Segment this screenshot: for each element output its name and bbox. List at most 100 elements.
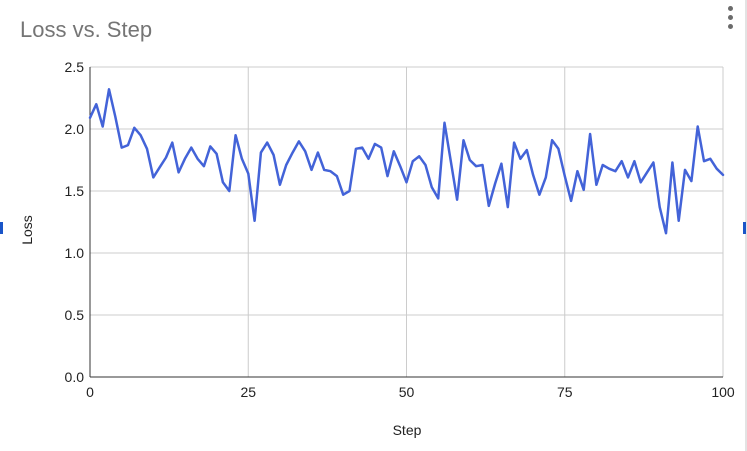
menu-dot <box>728 15 733 20</box>
data-point <box>602 164 604 166</box>
data-point <box>614 170 616 172</box>
more-options-icon[interactable] <box>722 2 740 34</box>
data-point <box>545 176 547 178</box>
y-tick-label: 1.0 <box>65 245 85 261</box>
data-point <box>677 220 679 222</box>
data-point <box>640 181 642 183</box>
data-point <box>519 158 521 160</box>
data-point <box>279 184 281 186</box>
data-point <box>469 159 471 161</box>
panel-divider <box>745 0 747 451</box>
data-point <box>348 190 350 192</box>
data-point <box>494 182 496 184</box>
data-point <box>260 151 262 153</box>
data-point <box>684 169 686 171</box>
data-point <box>621 160 623 162</box>
data-point <box>659 206 661 208</box>
data-point <box>380 146 382 148</box>
data-point <box>589 133 591 135</box>
data-point <box>304 150 306 152</box>
data-point <box>595 184 597 186</box>
menu-dot <box>728 24 733 29</box>
loss-series-line <box>88 88 725 235</box>
data-point <box>405 181 407 183</box>
y-axis-label: Loss <box>19 215 35 245</box>
x-tick-label: 25 <box>240 384 256 400</box>
data-point <box>209 145 211 147</box>
data-point <box>177 171 179 173</box>
data-point <box>633 160 635 162</box>
data-point <box>488 205 490 207</box>
data-point <box>665 232 667 234</box>
data-point <box>412 160 414 162</box>
data-point <box>576 170 578 172</box>
data-point <box>336 175 338 177</box>
data-point <box>355 148 357 150</box>
data-point <box>266 141 268 143</box>
menu-dot <box>728 6 733 11</box>
y-tick-label: 1.5 <box>65 183 85 199</box>
y-tick-label: 2.5 <box>65 59 85 75</box>
data-point <box>310 169 312 171</box>
x-tick-label: 75 <box>557 384 573 400</box>
data-point <box>253 220 255 222</box>
data-point <box>690 180 692 182</box>
data-point <box>317 151 319 153</box>
data-point <box>475 165 477 167</box>
data-point <box>133 127 135 129</box>
data-point <box>393 150 395 152</box>
data-point <box>158 166 160 168</box>
data-point <box>532 174 534 176</box>
data-point <box>557 148 559 150</box>
data-point <box>500 163 502 165</box>
left-resize-handle[interactable] <box>0 222 3 234</box>
x-tick-label: 50 <box>399 384 415 400</box>
data-point <box>196 158 198 160</box>
data-point <box>215 153 217 155</box>
data-point <box>139 134 141 136</box>
data-point <box>564 175 566 177</box>
data-point <box>342 194 344 196</box>
data-point <box>437 197 439 199</box>
data-point <box>608 167 610 169</box>
right-resize-handle[interactable] <box>743 222 746 234</box>
data-point <box>513 141 515 143</box>
data-point <box>424 164 426 166</box>
data-point <box>450 160 452 162</box>
data-point <box>462 139 464 141</box>
data-point <box>418 155 420 157</box>
data-point <box>114 115 116 117</box>
data-point <box>323 169 325 171</box>
data-point <box>709 158 711 160</box>
y-tick-label: 0.0 <box>65 369 85 385</box>
data-point <box>361 146 363 148</box>
data-point <box>241 158 243 160</box>
data-point <box>646 171 648 173</box>
data-point <box>146 148 148 150</box>
data-point <box>272 154 274 156</box>
data-point <box>507 206 509 208</box>
data-point <box>127 144 129 146</box>
data-point <box>399 165 401 167</box>
data-point <box>696 125 698 127</box>
chart-title: Loss vs. Step <box>20 17 153 42</box>
data-point <box>101 125 103 127</box>
data-point <box>443 122 445 124</box>
data-point <box>108 88 110 90</box>
data-point <box>570 200 572 202</box>
y-tick-label: 0.5 <box>65 307 85 323</box>
data-point <box>228 190 230 192</box>
data-point <box>152 176 154 178</box>
data-point <box>374 143 376 145</box>
data-point <box>703 160 705 162</box>
data-point <box>89 117 91 119</box>
data-point <box>671 161 673 163</box>
data-point <box>285 164 287 166</box>
data-point <box>538 194 540 196</box>
data-point <box>171 141 173 143</box>
data-point <box>583 189 585 191</box>
data-point <box>120 146 122 148</box>
x-tick-label: 0 <box>86 384 94 400</box>
data-point <box>184 158 186 160</box>
